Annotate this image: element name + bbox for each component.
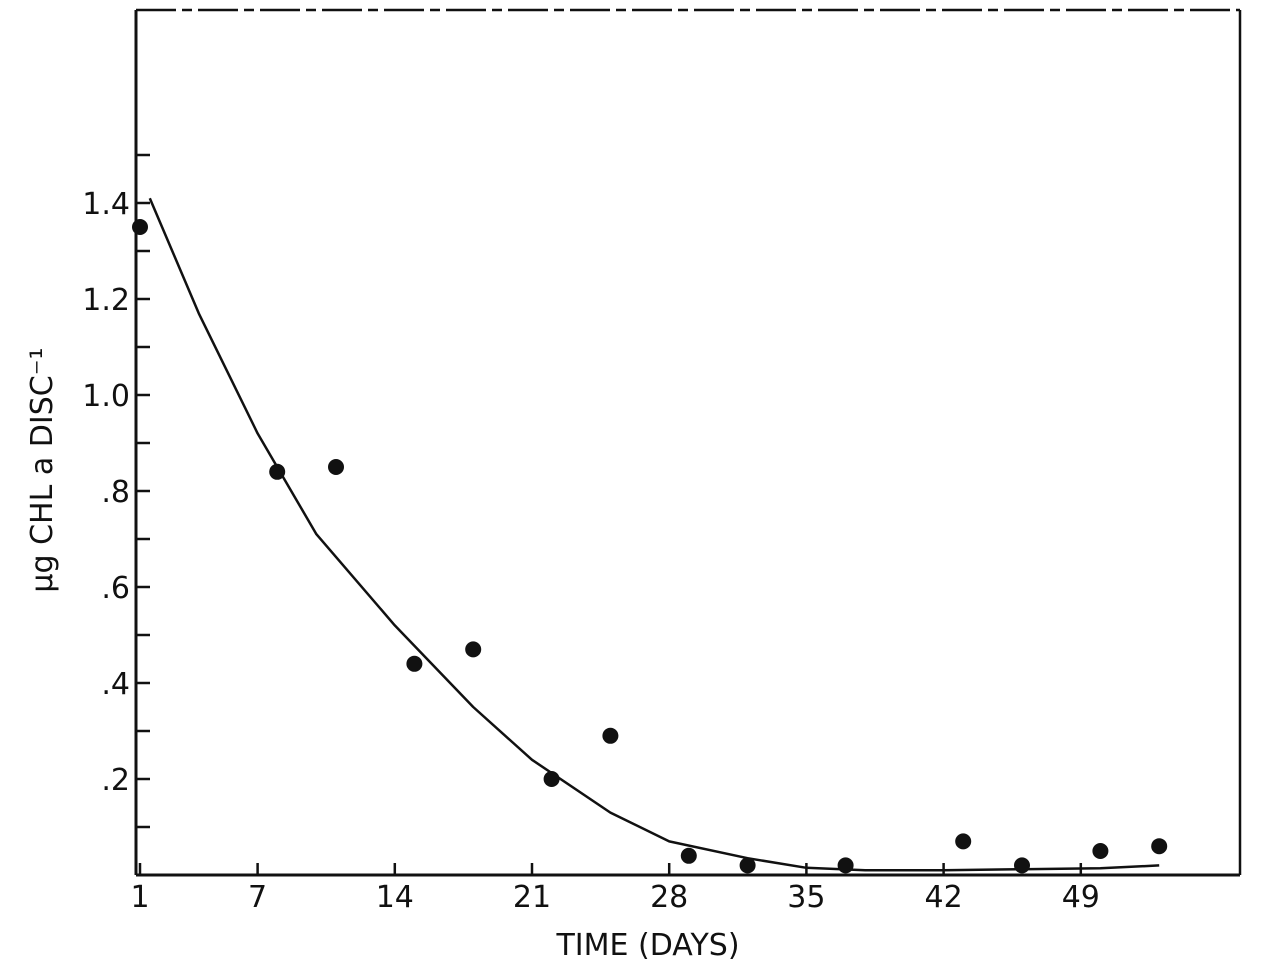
- x-tick-label: 1: [130, 880, 149, 915]
- data-points-layer: [132, 219, 1168, 874]
- y-tick-label: .2: [101, 763, 130, 798]
- tick-labels: .2 .4 .6 .8 1.0 1.2 1.4 1 7 14 21 28 35 42 49: [82, 187, 1100, 915]
- data-point: [1092, 843, 1109, 859]
- y-tick-label: 1.0: [82, 379, 130, 414]
- data-point: [739, 857, 756, 874]
- data-point: [328, 459, 344, 475]
- y-tick-label: 1.4: [82, 187, 130, 222]
- x-axis-label: TIME (DAYS): [555, 928, 739, 963]
- data-point: [1151, 838, 1168, 855]
- x-tick-label: 7: [248, 880, 267, 915]
- y-tick-label: .4: [101, 667, 130, 702]
- x-tick-label: 42: [925, 880, 963, 915]
- fit-curve-layer: [148, 197, 1160, 872]
- x-tick-label: 21: [513, 880, 551, 915]
- data-point: [837, 857, 854, 874]
- x-tick-label: 35: [787, 880, 825, 915]
- data-point: [269, 463, 286, 480]
- y-tick-label: .8: [101, 475, 130, 510]
- data-point: [132, 219, 148, 235]
- fit-curve-line: [148, 197, 1160, 872]
- data-point: [1014, 857, 1030, 874]
- y-tick-label: .6: [101, 571, 130, 606]
- axis-ticks: [136, 153, 1083, 875]
- data-point: [602, 727, 619, 744]
- data-point: [680, 847, 697, 864]
- data-point: [465, 641, 482, 658]
- data-point: [543, 771, 560, 787]
- x-tick-label: 49: [1062, 880, 1100, 915]
- data-point: [955, 833, 972, 850]
- x-tick-label: 28: [650, 880, 688, 915]
- data-point: [406, 655, 423, 672]
- y-axis-label: µg CHL a DISC⁻¹: [25, 347, 60, 592]
- x-tick-label: 14: [376, 880, 414, 915]
- y-tick-label: 1.2: [82, 283, 130, 318]
